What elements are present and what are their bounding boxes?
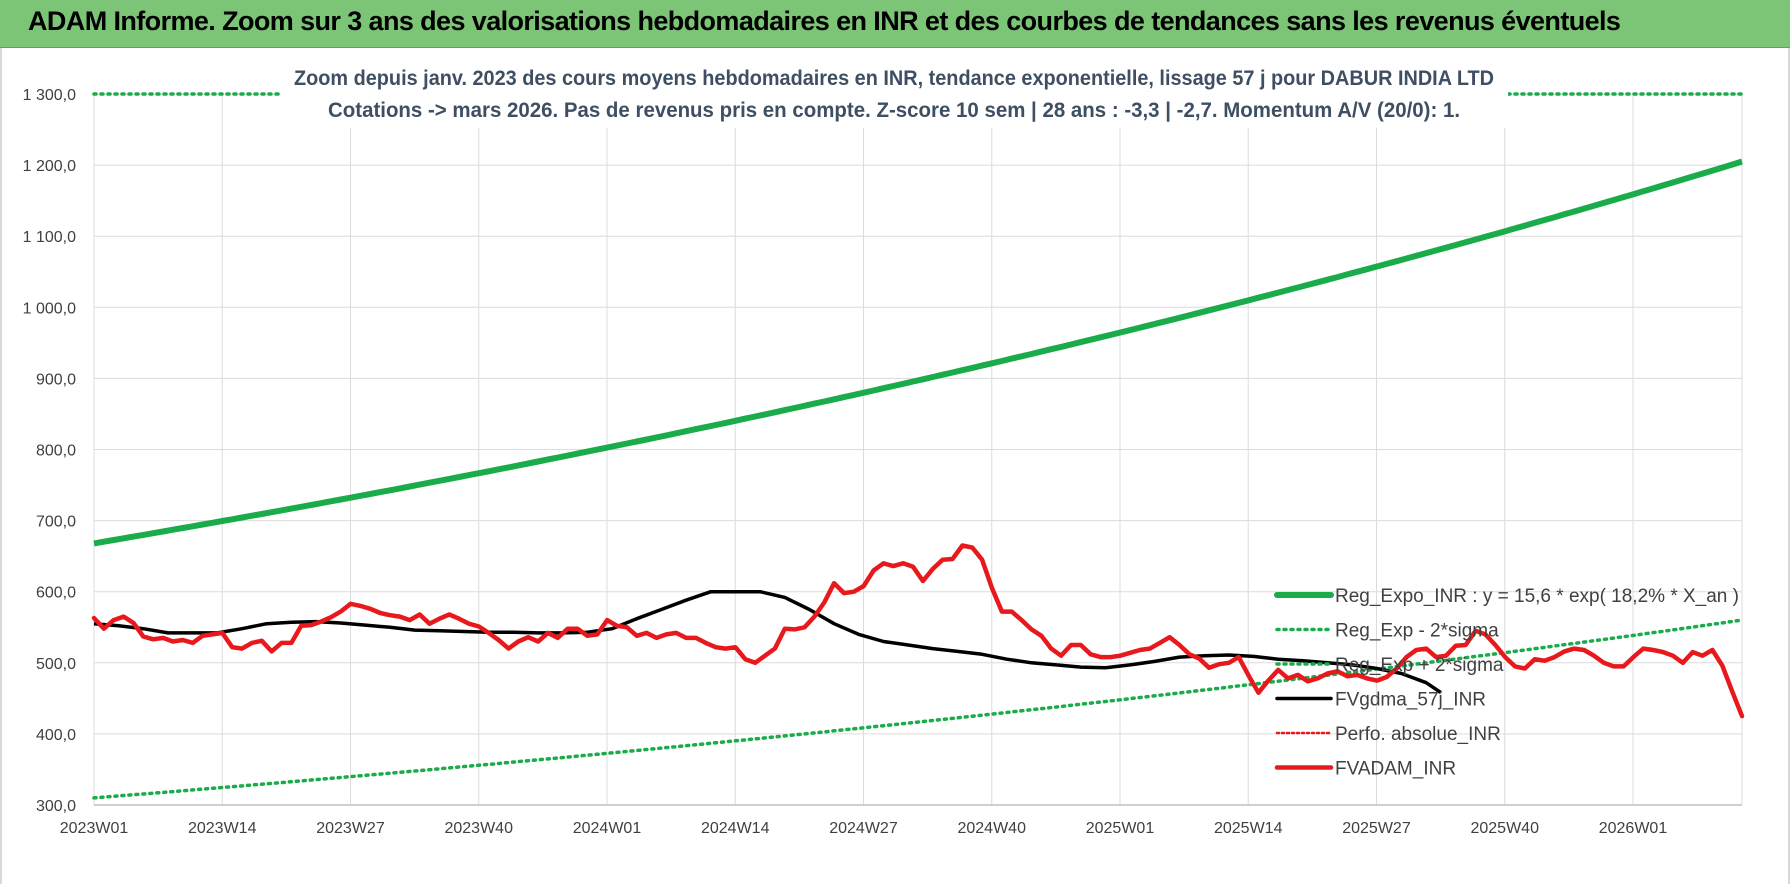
legend-label: Reg_Exp + 2*sigma xyxy=(1335,655,1504,676)
x-tick-label: 2025W27 xyxy=(1342,820,1411,837)
legend: Reg_Expo_INR : y = 15,6 * exp( 18,2% * X… xyxy=(1274,586,1739,780)
y-tick-label: 1 200,0 xyxy=(23,158,76,175)
chart-title-line-2: Cotations -> mars 2026. Pas de revenus p… xyxy=(328,99,1460,122)
x-tick-label: 2023W14 xyxy=(188,820,257,837)
y-tick-label: 800,0 xyxy=(36,443,76,460)
grid-layer xyxy=(93,93,1743,806)
x-tick-label: 2026W01 xyxy=(1599,820,1668,837)
y-tick-label: 600,0 xyxy=(36,585,76,602)
x-tick-label: 2024W01 xyxy=(573,820,642,837)
x-tick-label: 2023W27 xyxy=(316,820,385,837)
legend-label: Perfo. absolue_INR xyxy=(1335,724,1501,745)
line-chart: 300,0 400,0 500,0 600,0 700,0 800,0 900,0 1 000… xyxy=(23,56,1745,837)
y-tick-label: 900,0 xyxy=(36,371,76,388)
y-tick-label: 500,0 xyxy=(36,656,76,673)
series-fvadam-inr xyxy=(91,543,1745,719)
y-tick-label: 1 100,0 xyxy=(23,229,76,246)
x-tick-label: 2025W14 xyxy=(1214,820,1283,837)
x-tick-label: 2024W27 xyxy=(829,820,898,837)
legend-label: FVADAM_INR xyxy=(1335,759,1456,780)
y-tick-label: 1 000,0 xyxy=(23,300,76,317)
y-tick-label: 300,0 xyxy=(36,798,76,815)
x-tick-label: 2024W14 xyxy=(701,820,770,837)
legend-label: FVgdma_57j_INR xyxy=(1335,690,1486,711)
x-tick-label: 2023W40 xyxy=(444,820,513,837)
x-tick-label: 2023W01 xyxy=(60,820,129,837)
series-fvgdma-57j-inr xyxy=(93,589,1442,695)
chart-title-block: Zoom depuis janv. 2023 des cours moyens … xyxy=(280,56,1508,128)
report-banner: ADAM Informe. Zoom sur 3 ans des valoris… xyxy=(0,0,1790,48)
legend-label: Reg_Expo_INR : y = 15,6 * exp( 18,2% * X… xyxy=(1335,586,1739,607)
chart-title-line-1: Zoom depuis janv. 2023 des cours moyens … xyxy=(294,67,1494,90)
series-reg-exp-minus-2sigma xyxy=(92,618,1744,800)
chart-title-background xyxy=(280,56,1508,128)
legend-label: Reg_Exp - 2*sigma xyxy=(1335,621,1499,642)
report-title: ADAM Informe. Zoom sur 3 ans des valoris… xyxy=(28,6,1621,36)
y-tick-label: 400,0 xyxy=(36,727,76,744)
x-tick-label: 2024W40 xyxy=(957,820,1026,837)
series-layer xyxy=(91,92,1745,800)
x-tick-label: 2025W40 xyxy=(1470,820,1539,837)
x-tick-label: 2025W01 xyxy=(1086,820,1155,837)
series-reg-expo-inr xyxy=(93,158,1743,547)
axis-layer: 300,0 400,0 500,0 600,0 700,0 800,0 900,0 1 000… xyxy=(23,87,1742,837)
y-tick-label: 700,0 xyxy=(36,514,76,531)
y-tick-label: 1 300,0 xyxy=(23,87,76,104)
chart-area: 300,0 400,0 500,0 600,0 700,0 800,0 900,0 1 000… xyxy=(0,48,1790,884)
